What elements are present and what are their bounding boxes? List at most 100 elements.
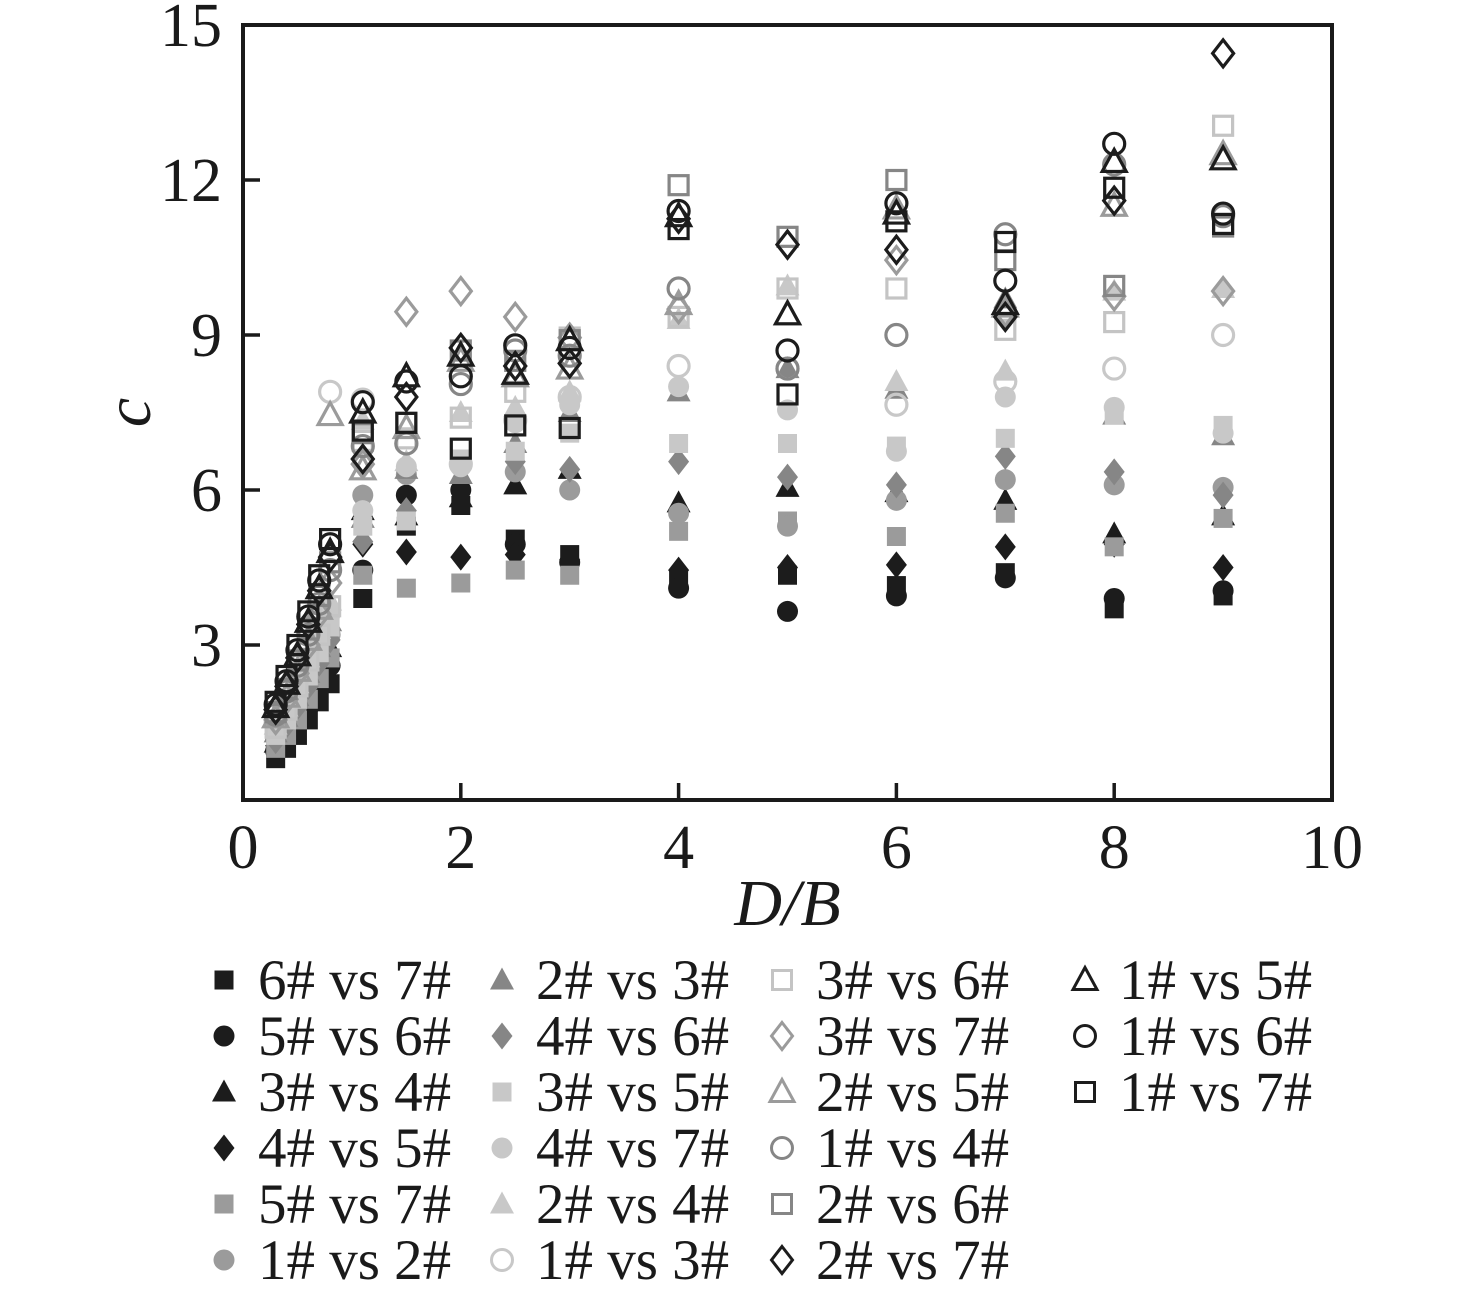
open-diamond-marker-icon: [1210, 274, 1236, 308]
filled-diamond-marker-icon: [994, 533, 1016, 561]
x-tick-label: 0: [228, 814, 259, 882]
filled-square-marker-icon: [214, 1194, 234, 1214]
open-square-marker-icon: [667, 305, 690, 329]
legend-marker-icon: [213, 1249, 235, 1271]
open-circle-marker-icon: [666, 353, 691, 379]
filled-circle-marker-icon: [668, 376, 690, 398]
open-diamond-marker-icon: [448, 274, 474, 308]
open-triangle-marker-icon: [990, 288, 1020, 316]
filled-circle-marker-icon: [885, 585, 907, 607]
series-2vs6: [264, 168, 1235, 724]
filled-triangle-marker-icon: [666, 307, 691, 329]
filled-triangle-marker-icon: [884, 369, 909, 391]
open-diamond-marker-icon: [557, 347, 583, 380]
open-circle-marker-icon: [1073, 1024, 1097, 1048]
series-2vs7: [263, 37, 1236, 726]
filled-square-marker-icon: [1104, 537, 1124, 557]
filled-circle-marker-icon: [885, 489, 907, 511]
legend-label: 5# vs 6#: [258, 1004, 452, 1068]
open-square-marker-icon: [297, 600, 320, 623]
filled-square-marker-icon: [505, 560, 525, 580]
open-diamond-marker-icon: [393, 295, 419, 328]
legend-item: 2# vs 5#: [763, 1064, 1009, 1121]
legend-marker-icon: [492, 1082, 512, 1102]
filled-circle-marker-icon: [1103, 396, 1125, 418]
open-diamond-marker-icon: [502, 349, 528, 383]
legend-label: 2# vs 7#: [816, 1228, 1010, 1292]
open-triangle-marker-icon: [348, 453, 378, 481]
series-5vs7: [266, 503, 1233, 758]
filled-triangle-marker-icon: [557, 379, 582, 402]
legend-label: 1# vs 4#: [816, 1116, 1010, 1180]
open-square-marker-icon: [776, 277, 799, 300]
open-square-marker-icon: [771, 969, 793, 991]
open-square-marker-icon: [667, 217, 690, 241]
legend-item: 3# vs 5#: [483, 1064, 729, 1121]
open-circle-marker-icon: [350, 390, 375, 415]
open-square-marker-icon: [885, 168, 908, 192]
open-diamond-marker-icon: [502, 300, 528, 334]
open-square-marker-icon: [1103, 310, 1126, 334]
open-square-marker-icon: [449, 437, 472, 460]
filled-triangle-marker-icon: [490, 1191, 514, 1214]
filled-triangle-marker-icon: [775, 356, 800, 379]
filled-circle-marker-icon: [668, 502, 690, 524]
open-circle-marker-icon: [993, 369, 1018, 394]
filled-circle-marker-icon: [1103, 588, 1125, 609]
x-tick-label: 4: [663, 814, 694, 882]
legend-marker-icon: [769, 1244, 795, 1276]
open-diamond-marker-icon: [448, 331, 474, 365]
filled-diamond-marker-icon: [450, 543, 472, 571]
legend-item: 5# vs 6#: [205, 1004, 452, 1068]
legend-marker-icon: [491, 1022, 513, 1050]
filled-circle-marker-icon: [994, 469, 1016, 491]
filled-circle-marker-icon: [1212, 422, 1234, 444]
legend-item: 1# vs 7#: [1066, 1064, 1312, 1121]
filled-square-marker-icon: [778, 434, 797, 453]
open-square-marker-icon: [1103, 176, 1126, 199]
x-axis-label: D/B: [733, 867, 840, 940]
x-tick-label: 10: [1301, 814, 1363, 882]
open-diamond-marker-icon: [774, 228, 801, 261]
legend-marker-icon: [214, 970, 234, 990]
open-square-marker-icon: [994, 230, 1017, 254]
open-circle-marker-icon: [557, 384, 582, 410]
series-1vs4: [263, 152, 1236, 727]
open-square-marker-icon: [1211, 212, 1235, 236]
open-square-marker-icon: [1211, 114, 1235, 137]
legend-marker-icon: [214, 1194, 234, 1214]
open-circle-marker-icon: [775, 338, 800, 363]
series-6vs7: [266, 496, 1233, 769]
filled-square-marker-icon: [353, 516, 373, 536]
open-square-marker-icon: [395, 411, 418, 434]
legend-marker-icon: [1073, 1024, 1097, 1048]
filled-diamond-marker-icon: [213, 1134, 235, 1162]
legend-column-4: 1# vs 5# 1# vs 6# 1# vs 7#: [1066, 952, 1312, 1121]
legend-column-2: 2# vs 3# 4# vs 6# 3# vs 5# 4# vs 7# 2# vs 4#…: [483, 952, 729, 1289]
legend-item: 4# vs 6#: [483, 1008, 729, 1065]
filled-circle-marker-icon: [885, 440, 907, 462]
filled-circle-marker-icon: [559, 479, 581, 501]
series-1vs7: [264, 176, 1235, 713]
legend-label: 3# vs 6#: [816, 948, 1010, 1012]
legend-marker-icon: [770, 1136, 794, 1160]
filled-diamond-marker-icon: [559, 455, 581, 483]
open-square-marker-icon: [994, 318, 1017, 341]
legend-marker-icon: [769, 1020, 795, 1052]
open-circle-marker-icon: [666, 276, 691, 301]
open-circle-marker-icon: [993, 222, 1018, 247]
legend-item: 1# vs 6#: [1066, 1008, 1312, 1065]
legend-item: 2# vs 4#: [483, 1176, 729, 1233]
legend-item: 2# vs 3#: [483, 952, 729, 1009]
open-circle-marker-icon: [557, 343, 582, 368]
legend-marker-icon: [490, 1191, 514, 1214]
open-diamond-marker-icon: [769, 1020, 795, 1052]
filled-triangle-marker-icon: [490, 967, 514, 990]
open-circle-marker-icon: [1102, 131, 1127, 156]
y-tick-label: 9: [191, 302, 222, 370]
legend-item: 4# vs 7#: [483, 1120, 729, 1177]
open-diamond-marker-icon: [774, 228, 801, 261]
filled-diamond-marker-icon: [668, 448, 690, 476]
legend-item: 3# vs 7#: [763, 1008, 1009, 1065]
